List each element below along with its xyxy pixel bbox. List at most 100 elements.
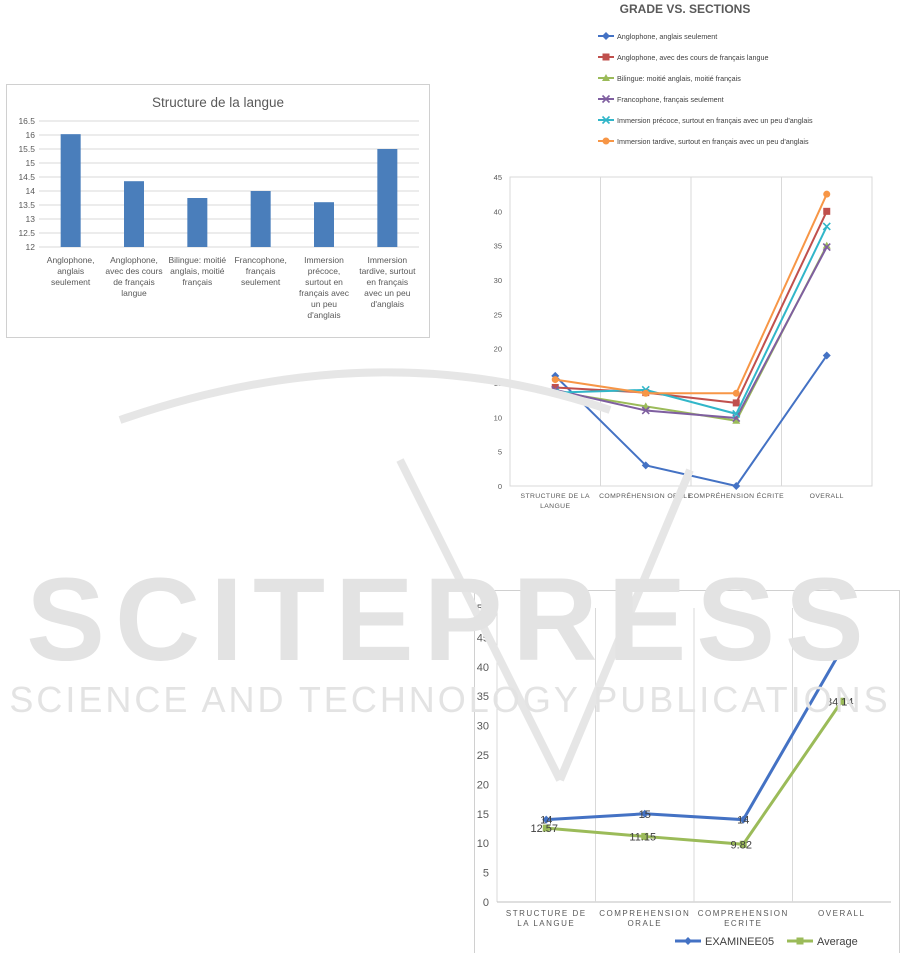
series-point: [641, 406, 650, 415]
legend-entry: Immersion tardive, surtout en français a…: [617, 137, 809, 146]
y-tick-label: 20: [477, 779, 489, 791]
series-point: [641, 832, 649, 840]
series-point: [822, 241, 831, 249]
legend-marker: [602, 137, 610, 145]
legend-marker: [796, 937, 804, 945]
series-point: [641, 461, 650, 470]
y-tick-label: 35: [477, 691, 489, 703]
x-tick-label: un peu: [311, 299, 337, 309]
x-tick-label: LA LANGUE: [517, 919, 575, 928]
legend-entry: Francophone, français seulement: [617, 95, 724, 104]
x-tick-label: anglais, moitié: [170, 266, 225, 276]
series-point: [822, 222, 831, 231]
x-tick-label: Bilingue: moitié: [169, 255, 227, 265]
series-point: [739, 840, 747, 848]
series-point: [823, 207, 831, 215]
data-label: 9.82: [731, 839, 752, 851]
legend-marker: [684, 937, 692, 945]
x-tick-label: OVERALL: [818, 909, 865, 918]
series-point: [542, 824, 550, 832]
bar: [187, 198, 208, 247]
legend-entry: EXAMINEE05: [705, 936, 774, 948]
data-label: 15: [639, 809, 651, 821]
x-tick-label: français avec: [299, 288, 350, 298]
x-tick-label: français: [182, 277, 212, 287]
chart-title: GRADE VS. SECTIONS: [620, 2, 751, 16]
y-tick-label: 40: [494, 207, 502, 216]
data-label: 43: [836, 644, 848, 656]
x-tick-label: Immersion: [367, 255, 407, 265]
chart-title: Structure de la langue: [152, 95, 284, 110]
x-tick-label: tardive, surtout: [359, 266, 416, 276]
y-tick-label: 14: [26, 186, 36, 196]
x-tick-label: langue: [121, 288, 147, 298]
series-point: [640, 809, 649, 818]
data-label: 34.14: [826, 696, 854, 708]
series-point: [732, 482, 741, 490]
x-tick-label: COMPREHENSION: [599, 909, 690, 918]
series-point: [739, 815, 748, 824]
legend-entry: Immersion précoce, surtout en français a…: [617, 116, 813, 125]
series-point: [732, 399, 740, 407]
series-point: [542, 815, 551, 824]
y-tick-label: 30: [477, 721, 489, 733]
y-tick-label: 14.5: [18, 172, 35, 182]
series-point: [551, 376, 559, 384]
y-tick-label: 13.5: [18, 200, 35, 210]
x-tick-label: avec des cours: [105, 266, 162, 276]
x-tick-label: Anglophone,: [110, 255, 158, 265]
bar: [377, 149, 398, 247]
y-tick-label: 45: [477, 632, 489, 644]
x-tick-label: seulement: [241, 277, 281, 287]
bar: [250, 191, 271, 247]
series-point: [822, 351, 831, 360]
series-point: [822, 242, 831, 252]
y-tick-label: 45: [494, 173, 502, 182]
chart-examinee-vs-average: 0 5 10 15 20 25 30 35 40 45 50 STRUCTURE DE LA LANGU…: [474, 590, 900, 953]
y-tick-label: 10: [477, 838, 489, 850]
legend-entry: Anglophone, avec des cours de français l…: [617, 53, 768, 62]
x-tick-label: STRUCTURE DE LA: [521, 493, 591, 500]
y-tick-label: 12: [26, 242, 36, 252]
x-tick-label: de français: [113, 277, 155, 287]
y-tick-label: 50: [477, 603, 489, 615]
data-label: 14: [540, 815, 552, 827]
y-tick-label: 15: [477, 809, 489, 821]
data-label: 12.57: [530, 823, 558, 835]
bar: [314, 202, 334, 247]
x-tick-label: seulement: [51, 277, 91, 287]
x-tick-label: Francophone,: [234, 255, 286, 265]
legend-entry: Anglophone, anglais seulement: [617, 32, 717, 41]
series-point: [732, 416, 741, 424]
x-tick-label: Immersion: [304, 255, 344, 265]
series-point: [837, 645, 846, 654]
series-line: [546, 700, 843, 846]
series-line: [546, 648, 844, 822]
y-tick-label: 5: [483, 868, 489, 880]
bar: [60, 134, 81, 247]
y-tick-label: 15: [26, 158, 36, 168]
y-tick-label: 30: [494, 276, 502, 285]
y-tick-label: 12.5: [18, 228, 35, 238]
chart-structure-de-la-langue: Structure de la langue 12 12.5 13 13.5 14 14.5…: [6, 84, 430, 338]
x-tick-label: COMPRÉHENSION ORALE: [599, 491, 692, 500]
series-point: [838, 697, 846, 705]
x-tick-label: ECRITE: [724, 919, 762, 928]
y-tick-label: 0: [483, 897, 489, 909]
legend-marker: [601, 115, 611, 125]
x-tick-label: LANGUE: [540, 503, 570, 510]
x-tick-label: Anglophone,: [47, 255, 95, 265]
y-tick-label: 10: [494, 413, 502, 422]
y-tick-label: 35: [494, 242, 502, 251]
y-tick-label: 15: [494, 379, 502, 388]
data-label: 14: [737, 815, 749, 827]
series-point: [642, 389, 650, 397]
series-point: [732, 389, 740, 397]
legend-marker: [602, 53, 610, 61]
y-tick-label: 0: [498, 482, 502, 491]
y-tick-label: 25: [494, 310, 502, 319]
y-tick-label: 16: [26, 130, 36, 140]
legend-marker: [602, 32, 610, 40]
y-tick-label: 20: [494, 345, 502, 354]
